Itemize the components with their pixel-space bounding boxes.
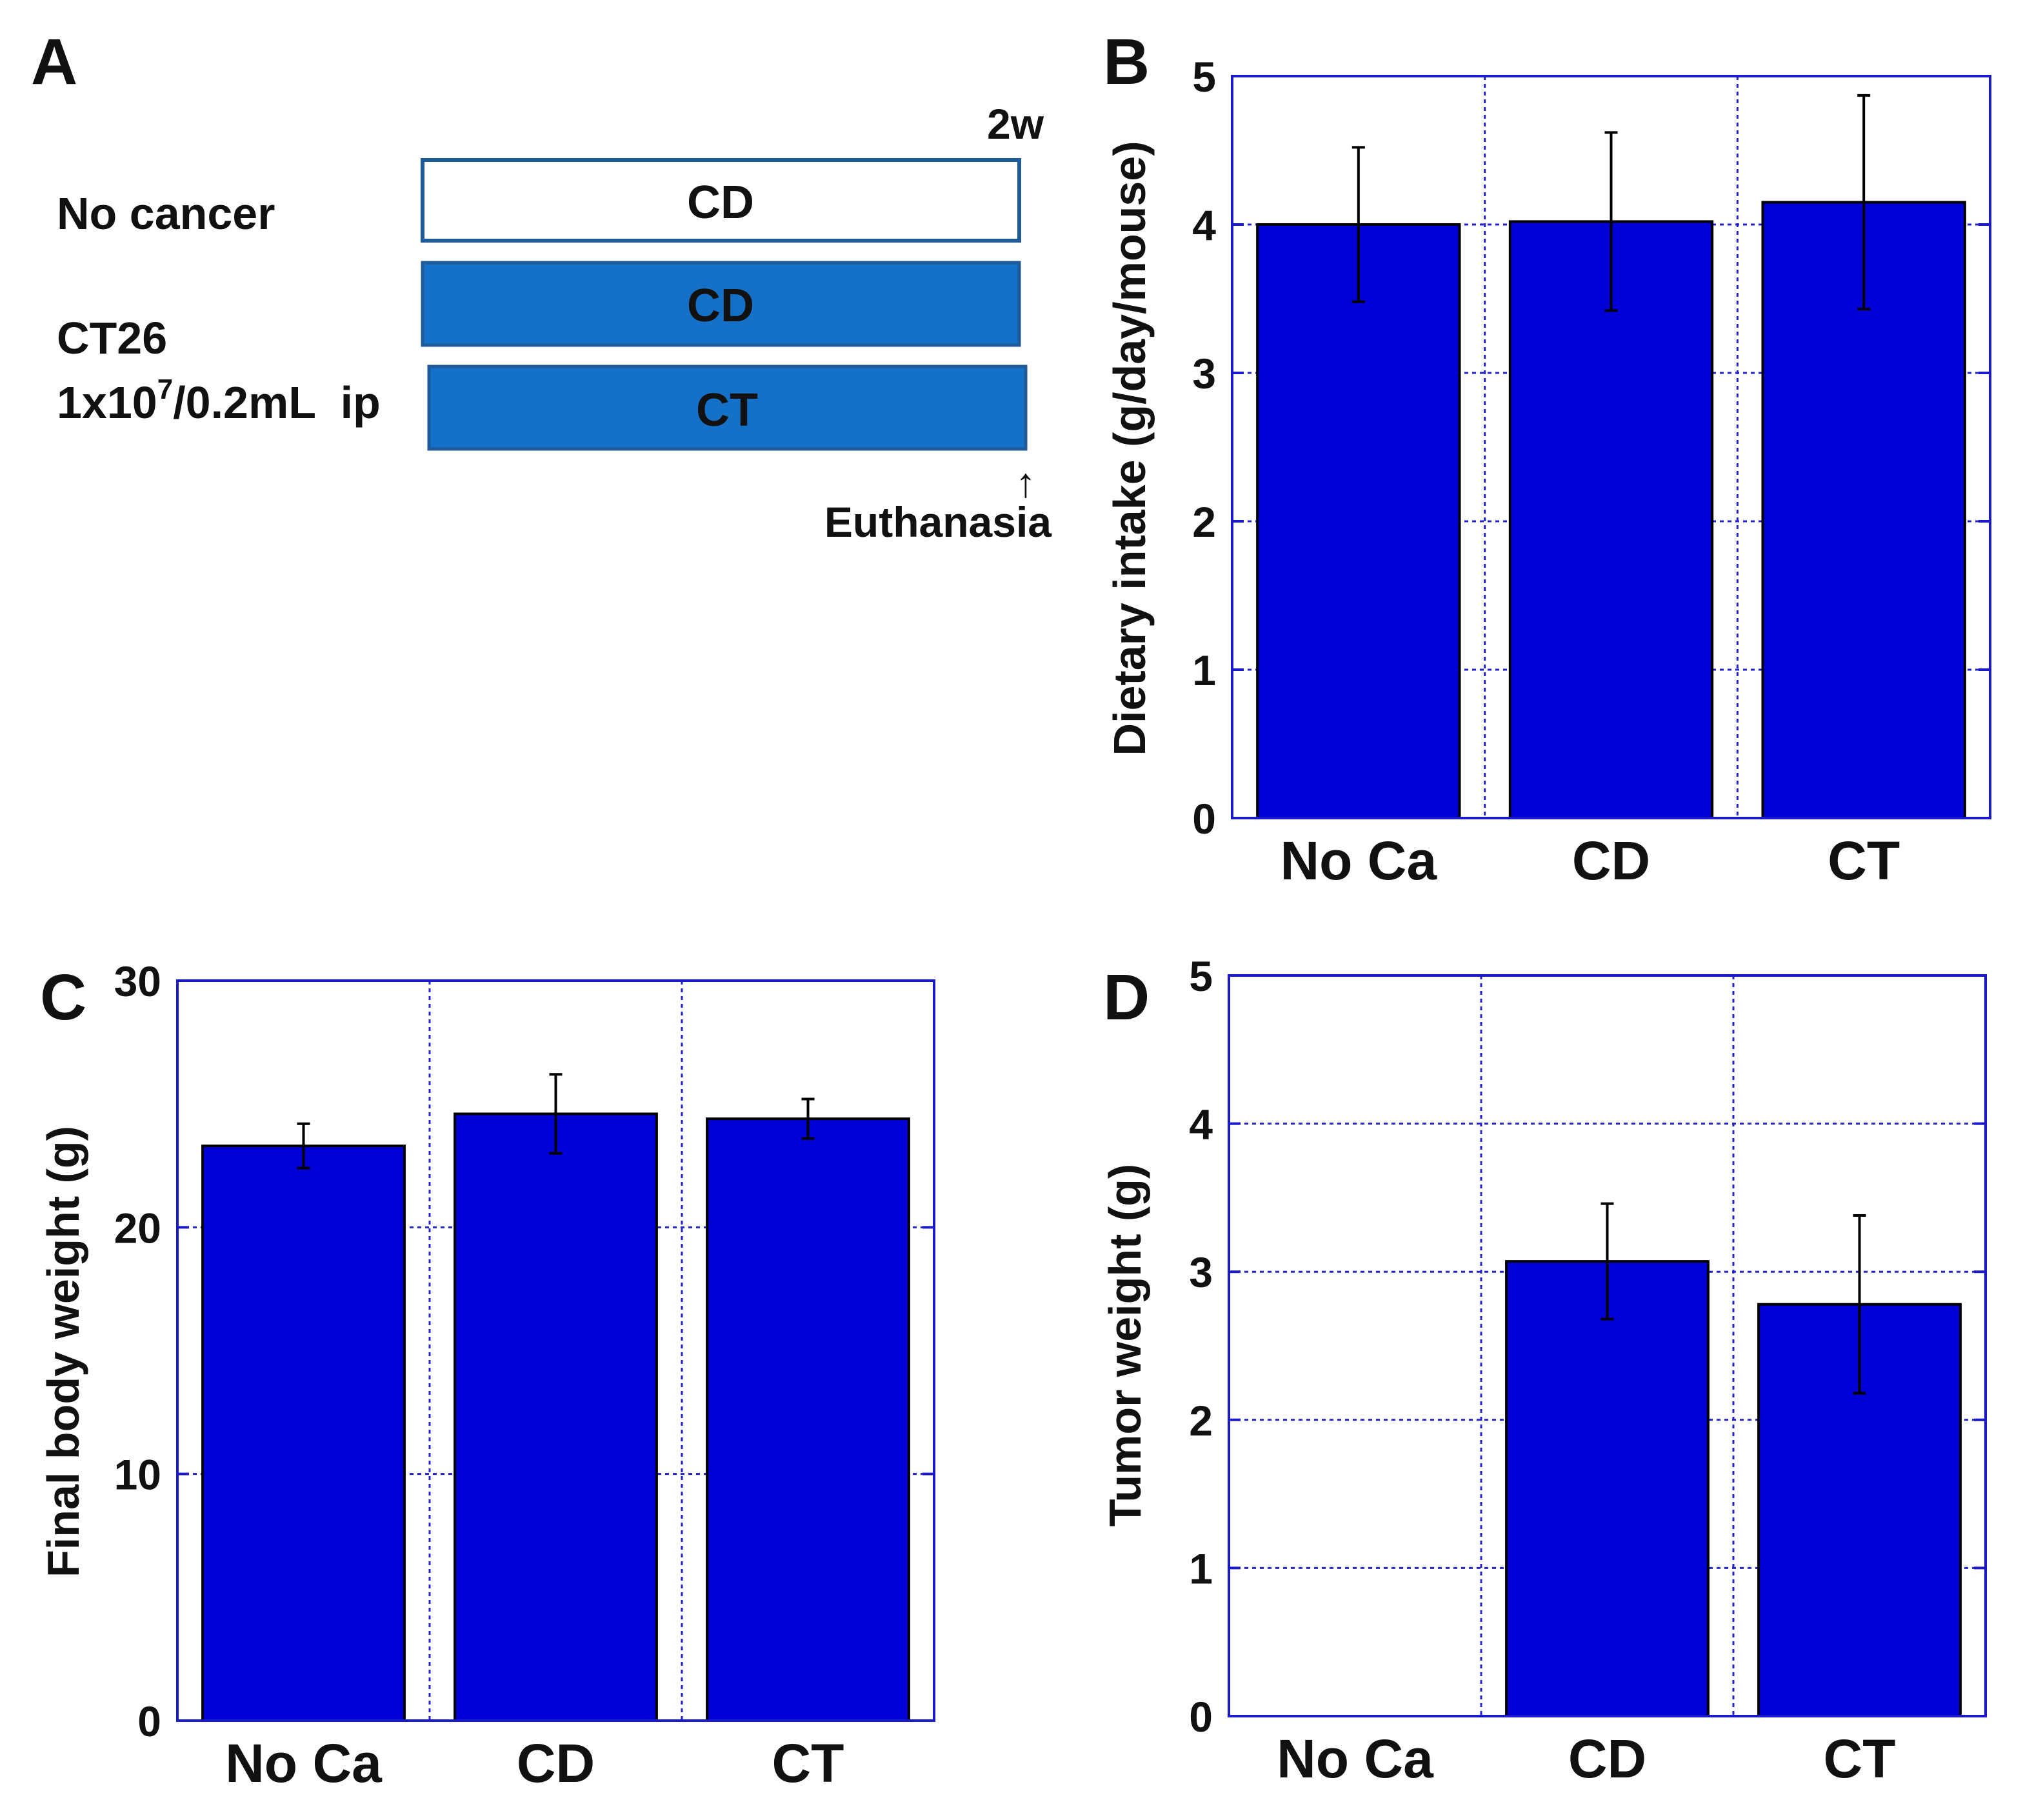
panel-d-y-tick-label: 2 [1189,1397,1213,1445]
ct26-cd-bar [421,261,1021,347]
panel-c-error-bar-no-ca [297,1122,310,1170]
panel-d-y-tick-label: 0 [1189,1693,1213,1741]
panel-c-axes-frame [176,979,935,1722]
panel-b-y-tick-label: 3 [1192,350,1216,397]
panel-c-y-tick-label: 10 [114,1451,161,1499]
ct26-ct-bar [427,365,1028,451]
panel-c-x-tick-label: No Ca [225,1733,383,1794]
panel-d-x-tick-label: CT [1824,1728,1896,1789]
panel-a-label: A [31,26,77,98]
panel-c-bar-cd [454,1112,658,1722]
ct26-label: CT26 [57,313,167,363]
panel-d-x-tick-label: No Ca [1277,1728,1434,1789]
no-cancer-label: No cancer [57,188,275,239]
panel-b-x-tick-label: No Ca [1280,830,1437,891]
panel-a-schematic: A 2w No cancer CD CD CT CT26 1x107/0.2mL… [31,26,1052,546]
panel-c-y-axis-label: Final body weight (g) [38,1126,88,1577]
panel-b-bar-no-ca [1256,223,1461,819]
panel-b-error-bar-ct [1857,94,1871,311]
no-cancer-cd-bar-label: CD [687,177,754,228]
ct26-cd-bar-label: CD [687,280,754,332]
panel-b-y-tick-label: 2 [1192,498,1216,546]
panel-d-y-axis-label: Tumor weight (g) [1100,1164,1150,1527]
inoculum-rest: /0.2mL ip [173,377,381,428]
panel-c-error-bar-ct [801,1097,815,1140]
panel-d-label: D [1103,961,1150,1034]
panel-c-label: C [40,961,86,1034]
panel-c-y-tick-label: 0 [137,1697,161,1745]
panel-b-axes-frame [1231,75,1991,819]
panel-d-bar-cd [1505,1260,1710,1718]
ct26-ct-bar-label: CT [696,385,758,436]
panel-b-y-tick-label: 0 [1192,795,1216,843]
inoculum-base: 1x10 [57,377,157,428]
inoculum-exponent: 7 [157,374,173,405]
no-cancer-cd-bar [421,158,1021,243]
panel-b-error-bar-no-ca [1351,146,1365,303]
panel-b-x-tick-label: CD [1572,830,1650,891]
panel-d-y-tick-label: 4 [1189,1101,1213,1148]
panel-b-dietary-intake-chart: B Dietary intake (g/day/mouse) No Ca CD CT… [1103,26,1991,891]
duration-label: 2w [987,100,1044,148]
panel-c-error-bar-cd [549,1073,563,1155]
panel-b-label: B [1103,26,1150,98]
panel-b-y-tick-label: 1 [1192,646,1216,694]
panel-d-axes-frame [1228,974,1987,1717]
panel-d-error-bar-ct [1853,1214,1866,1395]
panel-b-error-bar-cd [1604,131,1618,312]
panel-c-bar-ct [706,1117,910,1722]
panel-c-x-tick-label: CT [772,1733,844,1794]
panel-d-y-tick-label: 5 [1189,952,1213,1000]
panel-c-bar-no-ca [201,1145,406,1722]
panel-b-y-tick-label: 5 [1192,53,1216,101]
panel-d-error-bar-cd [1600,1202,1614,1321]
euthanasia-label: Euthanasia [824,498,1052,546]
panel-d-tumor-weight-chart: D Tumor weight (g) No Ca CD CT 0 1 2 3 4 5 [1100,952,1987,1789]
panel-c-y-tick-label: 20 [114,1204,161,1252]
inoculum-label: 1x107/0.2mL ip [57,374,381,428]
panel-d-x-tick-label: CD [1568,1728,1646,1789]
euthanasia-arrow-icon: ↑ [1015,459,1036,506]
panel-c-x-tick-label: CD [517,1733,595,1794]
panel-b-y-tick-label: 4 [1192,201,1216,249]
panel-b-y-axis-label: Dietary intake (g/day/mouse) [1104,141,1155,755]
panel-d-y-tick-label: 1 [1189,1545,1213,1592]
panel-c-body-weight-chart: C Final body weight (g) No Ca CD CT 0 10 20 30 [38,957,935,1794]
panel-c-y-tick-label: 30 [114,957,161,1005]
panel-b-x-tick-label: CT [1828,830,1900,891]
panel-d-y-tick-label: 3 [1189,1248,1213,1296]
